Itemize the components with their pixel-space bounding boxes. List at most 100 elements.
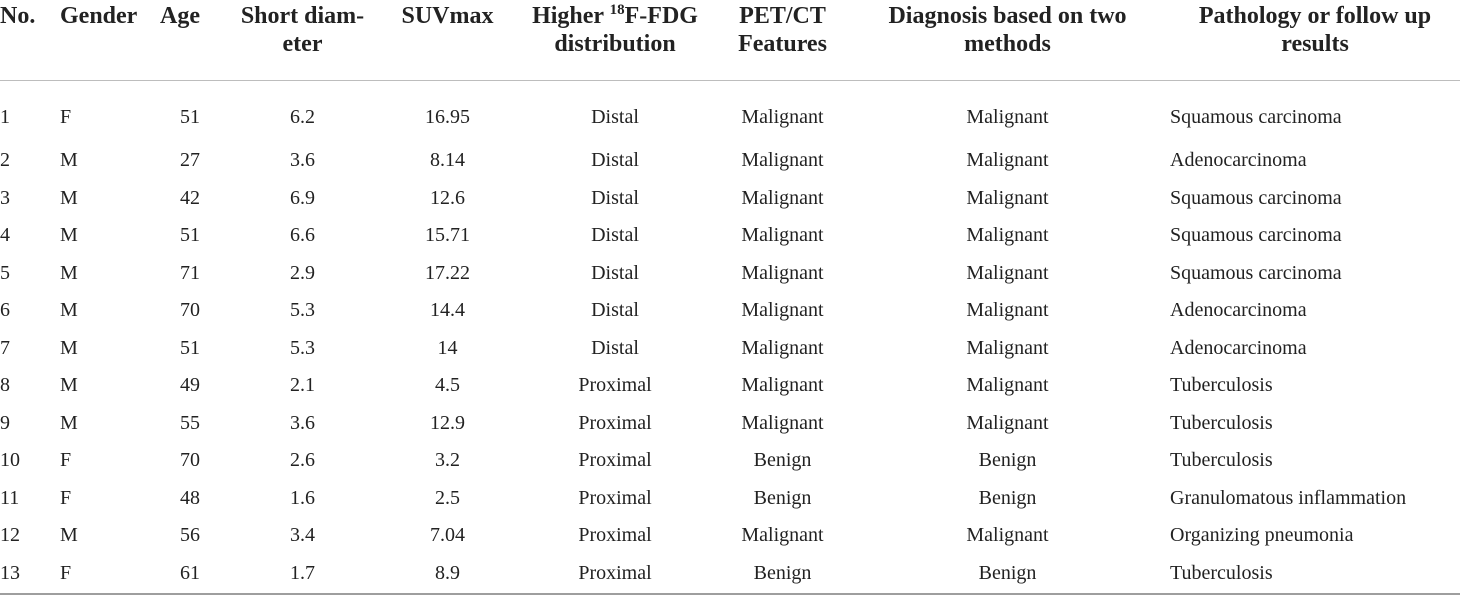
cell-suvmax: 15.71 — [425, 224, 470, 247]
cell-suvmax: 7.04 — [430, 524, 465, 547]
cell-pathology: Tuberculosis — [1170, 411, 1273, 434]
table-row: 8 M 49 2.1 4.5 Proximal Malignant Malignant Tube… — [0, 367, 1460, 405]
header-fdg-suffix: F-FDG — [624, 3, 698, 29]
cell-age: 51 — [180, 106, 200, 128]
cell-pathology: Granulomatous inflammation — [1170, 486, 1407, 509]
cell-diagnosis: Benign — [978, 561, 1037, 584]
table-body: 1 F 51 6.2 16.95 Distal Malignant Malignant Squa… — [0, 81, 1460, 593]
table-row: 12 M 56 3.4 7.04 Proximal Malignant Malignant Or… — [0, 517, 1460, 555]
cell-distribution: Proximal — [578, 449, 652, 472]
table-row: 9 M 55 3.6 12.9 Proximal Malignant Malignant Tub… — [0, 405, 1460, 443]
cell-suvmax: 12.9 — [430, 411, 465, 434]
cell-pathology: Tuberculosis — [1170, 561, 1273, 584]
table-row: 3 M 42 6.9 12.6 Distal Malignant Malignant Squam… — [0, 180, 1460, 218]
cell-suvmax: 16.95 — [425, 106, 470, 128]
header-fdg-distribution: Higher 18F-FDG distribution — [510, 0, 720, 81]
header-age: Age — [160, 0, 220, 81]
table-row: 7 M 51 5.3 14 Distal Malignant Malignant Adenoca… — [0, 330, 1460, 368]
cell-short-diameter: 5.3 — [290, 299, 315, 322]
cell-diagnosis: Malignant — [966, 106, 1049, 128]
cell-petct-features: Benign — [753, 486, 812, 509]
cell-petct-features: Malignant — [741, 186, 824, 209]
cell-gender: F — [60, 561, 72, 584]
cell-petct-features: Malignant — [741, 299, 824, 322]
cell-short-diameter: 2.1 — [290, 374, 315, 397]
header-fdg-line2: distribution — [554, 31, 676, 57]
cell-suvmax: 8.9 — [435, 561, 460, 584]
cell-pathology: Organizing pneumonia — [1170, 524, 1354, 547]
header-diagnosis-line2: methods — [964, 31, 1051, 57]
cell-age: 56 — [180, 524, 200, 547]
header-pathology: Pathology or follow up results — [1170, 0, 1460, 81]
cell-gender: M — [60, 224, 78, 247]
cell-gender: M — [60, 524, 78, 547]
cell-suvmax: 3.2 — [435, 449, 460, 472]
cell-age: 49 — [180, 374, 200, 397]
cell-gender: M — [60, 149, 78, 172]
cell-diagnosis: Malignant — [966, 299, 1049, 322]
cell-pathology: Tuberculosis — [1170, 374, 1273, 397]
header-short-diameter-line1: Short diam- — [240, 3, 365, 29]
cell-distribution: Distal — [591, 106, 639, 128]
cell-no: 8 — [0, 374, 10, 397]
cell-diagnosis: Malignant — [966, 149, 1049, 172]
cell-distribution: Distal — [591, 299, 639, 322]
cell-gender: M — [60, 186, 78, 209]
cell-short-diameter: 3.4 — [290, 524, 315, 547]
cell-age: 27 — [180, 149, 200, 172]
cell-no: 5 — [0, 261, 10, 284]
header-short-diameter-line2: eter — [282, 31, 323, 57]
cell-distribution: Proximal — [578, 411, 652, 434]
cell-gender: F — [60, 106, 72, 128]
cell-age: 70 — [180, 449, 200, 472]
cell-suvmax: 2.5 — [435, 486, 460, 509]
cell-gender: M — [60, 411, 78, 434]
cell-petct-features: Malignant — [741, 336, 824, 359]
cell-gender: M — [60, 374, 78, 397]
cell-short-diameter: 6.9 — [290, 186, 315, 209]
cell-diagnosis: Malignant — [966, 411, 1049, 434]
cell-petct-features: Malignant — [741, 411, 824, 434]
cell-pathology: Adenocarcinoma — [1170, 336, 1307, 359]
cell-gender: M — [60, 261, 78, 284]
cell-short-diameter: 3.6 — [290, 411, 315, 434]
table-header: No. Gender Age Short diam- eter SUVmax H… — [0, 0, 1460, 81]
cell-age: 70 — [180, 299, 200, 322]
cell-distribution: Distal — [591, 261, 639, 284]
table-row: 11 F 48 1.6 2.5 Proximal Benign Benign Granuloma… — [0, 480, 1460, 518]
cell-pathology: Squamous carcinoma — [1170, 186, 1342, 209]
cell-age: 51 — [180, 224, 200, 247]
header-fdg-sup: 18 — [609, 2, 625, 18]
cell-diagnosis: Benign — [978, 486, 1037, 509]
cell-short-diameter: 1.6 — [290, 486, 315, 509]
cell-suvmax: 4.5 — [435, 374, 460, 397]
cell-suvmax: 14.4 — [430, 299, 465, 322]
cell-distribution: Proximal — [578, 374, 652, 397]
cell-no: 2 — [0, 149, 10, 172]
cell-petct-features: Malignant — [741, 524, 824, 547]
header-suvmax: SUVmax — [385, 0, 510, 81]
cell-distribution: Proximal — [578, 486, 652, 509]
cell-pathology: Squamous carcinoma — [1170, 106, 1342, 128]
cell-no: 13 — [0, 561, 20, 584]
cell-pathology: Squamous carcinoma — [1170, 224, 1342, 247]
cell-petct-features: Malignant — [741, 261, 824, 284]
cell-short-diameter: 6.6 — [290, 224, 315, 247]
header-petct-line1: PET/CT — [739, 3, 826, 29]
table-row: 1 F 51 6.2 16.95 Distal Malignant Malignant Squa… — [0, 81, 1460, 143]
cell-diagnosis: Malignant — [966, 224, 1049, 247]
cell-suvmax: 8.14 — [430, 149, 465, 172]
cell-pathology: Adenocarcinoma — [1170, 149, 1307, 172]
cell-age: 51 — [180, 336, 200, 359]
header-gender: Gender — [60, 0, 160, 81]
cell-gender: F — [60, 486, 72, 509]
header-fdg-prefix: Higher — [532, 3, 610, 29]
cell-age: 55 — [180, 411, 200, 434]
cell-short-diameter: 5.3 — [290, 336, 315, 359]
table-row: 2 M 27 3.6 8.14 Distal Malignant Malignant Adeno… — [0, 142, 1460, 180]
header-row: No. Gender Age Short diam- eter SUVmax H… — [0, 0, 1460, 81]
cell-gender: F — [60, 449, 72, 472]
cell-petct-features: Malignant — [741, 149, 824, 172]
